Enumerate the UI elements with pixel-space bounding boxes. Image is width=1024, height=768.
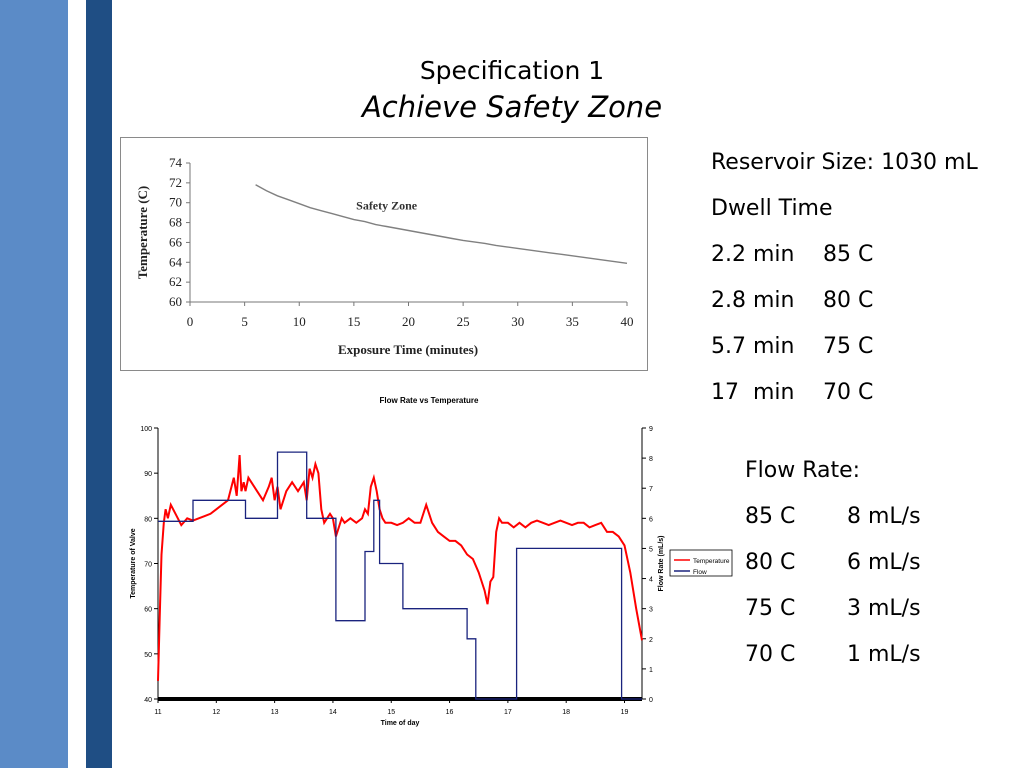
y-axis-label: Temperature (C): [135, 186, 150, 280]
dwell-temp: 75 C: [823, 334, 874, 359]
y2-axis-label: Flow Rate (mL/s): [658, 535, 665, 591]
dwell-time: 17 min: [711, 380, 795, 405]
flow-temp: 85 C: [745, 504, 796, 529]
y-axis-label: Temperature of Valve: [130, 528, 137, 598]
series-line-flow: [158, 451, 642, 700]
y-tick-label: 72: [169, 175, 182, 190]
legend: Temperature Flow: [669, 549, 733, 577]
y-tick-label: 70: [169, 195, 182, 210]
x-tick-label: 17: [504, 709, 512, 716]
y-tick-label: 66: [169, 234, 183, 249]
y-tick-label: 90: [144, 471, 152, 478]
flow-vs-temperature-chart: Flow Rate vs Temperature 40 50 60 70 80 90 100 0…: [130, 396, 733, 727]
decorative-bar-dark: [86, 0, 112, 768]
slide-subtitle: Achieve Safety Zone: [361, 90, 663, 124]
flow-temp: 70 C: [745, 642, 796, 667]
x-tick-label: 15: [387, 709, 395, 716]
y-tick-label: 50: [144, 652, 152, 659]
y-tick-label: 70: [144, 562, 152, 569]
dwell-temp: 80 C: [823, 288, 874, 313]
x-tick-label: 10: [293, 314, 306, 329]
slide-title: Specification 1: [419, 56, 605, 85]
x-axis-label: Time of day: [381, 720, 420, 727]
y-tick-label: 100: [140, 426, 152, 433]
y2-tick-label: 6: [649, 516, 653, 523]
legend-label: Flow: [693, 569, 707, 576]
legend-label: Temperature: [693, 558, 730, 565]
x-axis-label: Exposure Time (minutes): [338, 342, 478, 357]
dwell-time: 2.2 min: [711, 242, 795, 267]
x-tick-label: 18: [562, 709, 570, 716]
x-tick-label: 12: [212, 709, 220, 716]
y2-tick-label: 1: [649, 667, 653, 674]
chart-title: Flow Rate vs Temperature: [380, 396, 480, 405]
y2-tick-label: 7: [649, 486, 653, 493]
y2-tick-label: 9: [649, 426, 653, 433]
x-tick-label: 11: [154, 709, 161, 716]
decorative-bar-light: [0, 0, 68, 768]
y-tick-label: 62: [169, 274, 182, 289]
flow-rate: 8 mL/s: [847, 504, 921, 529]
y2-tick-label: 4: [649, 577, 653, 584]
y2-tick-label: 8: [649, 456, 653, 463]
flow-rate: 6 mL/s: [847, 550, 921, 575]
y2-tick-label: 5: [649, 546, 653, 553]
y-tick-label: 68: [169, 215, 182, 230]
dwell-temp: 70 C: [823, 380, 874, 405]
y2-tick-label: 0: [649, 697, 653, 704]
reservoir-size: Reservoir Size: 1030 mL: [711, 150, 978, 175]
y-tick-label: 80: [144, 516, 152, 523]
x-tick-label: 40: [621, 314, 634, 329]
x-tick-label: 0: [187, 314, 194, 329]
flow-rate: 3 mL/s: [847, 596, 921, 621]
y-tick-label: 60: [169, 294, 182, 309]
x-tick-label: 5: [241, 314, 248, 329]
dwell-temp: 85 C: [823, 242, 874, 267]
flow-rate: 1 mL/s: [847, 642, 921, 667]
flow-temp: 75 C: [745, 596, 796, 621]
y-tick-label: 74: [169, 155, 183, 170]
x-tick-label: 35: [566, 314, 579, 329]
y2-tick-label: 2: [649, 637, 653, 644]
y-tick-label: 60: [144, 607, 152, 614]
dwell-heading: Dwell Time: [711, 196, 833, 221]
x-tick-label: 30: [511, 314, 524, 329]
x-tick-label: 13: [271, 709, 279, 716]
dwell-time: 5.7 min: [711, 334, 795, 359]
safety-zone-chart: 60 62 64 66 68 70 72 74 0 5 10 15 20 25 30 35 40 Exposure…: [120, 137, 648, 371]
series-line-temperature: [157, 455, 643, 681]
dwell-time: 2.8 min: [711, 288, 795, 313]
safety-zone-line: [255, 184, 628, 264]
y-tick-label: 64: [169, 254, 183, 269]
x-tick-label: 15: [347, 314, 360, 329]
chart-frame: [120, 137, 648, 371]
x-tick-label: 16: [446, 709, 454, 716]
x-tick-label: 19: [621, 709, 629, 716]
y2-tick-label: 3: [649, 607, 653, 614]
x-tick-label: 14: [329, 709, 337, 716]
y-tick-label: 40: [144, 697, 152, 704]
x-tick-label: 25: [457, 314, 470, 329]
flow-temp: 80 C: [745, 550, 796, 575]
flow-rate-heading: Flow Rate:: [745, 458, 861, 483]
x-tick-label: 20: [402, 314, 415, 329]
safety-zone-annotation: Safety Zone: [356, 199, 418, 213]
